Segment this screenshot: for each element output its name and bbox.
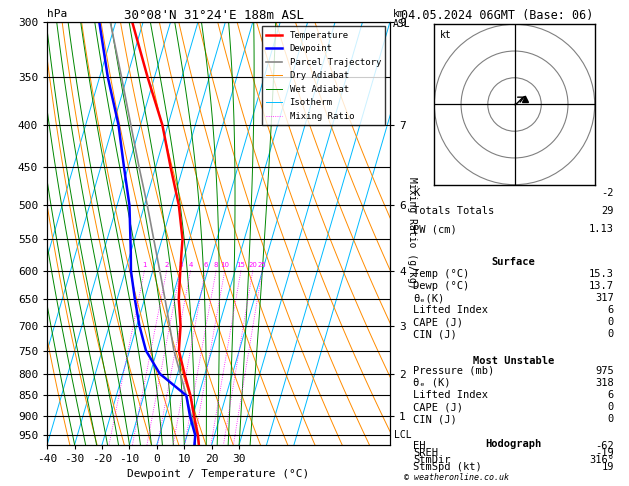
Text: 4: 4 [188, 262, 192, 268]
Text: 13.7: 13.7 [589, 281, 614, 291]
Text: 6: 6 [608, 305, 614, 315]
Text: 316°: 316° [589, 455, 614, 465]
Text: -19: -19 [595, 448, 614, 458]
Text: 6: 6 [608, 390, 614, 400]
Text: 0: 0 [608, 415, 614, 424]
Text: -2: -2 [601, 189, 614, 198]
Text: 8: 8 [214, 262, 218, 268]
Text: 15: 15 [237, 262, 245, 268]
X-axis label: Dewpoint / Temperature (°C): Dewpoint / Temperature (°C) [128, 469, 309, 479]
Text: Surface: Surface [492, 257, 535, 267]
Text: PW (cm): PW (cm) [413, 224, 457, 234]
Text: Hodograph: Hodograph [486, 439, 542, 449]
Text: LCL: LCL [394, 431, 412, 440]
Text: Most Unstable: Most Unstable [473, 356, 554, 365]
Text: 0: 0 [608, 329, 614, 339]
Text: 10: 10 [220, 262, 230, 268]
Text: θₑ(K): θₑ(K) [413, 293, 445, 303]
Text: 0: 0 [608, 317, 614, 327]
Text: 20: 20 [248, 262, 257, 268]
Text: Lifted Index: Lifted Index [413, 305, 488, 315]
Text: K: K [413, 189, 420, 198]
Text: SREH: SREH [413, 448, 438, 458]
Y-axis label: Mixing Ratio (g/kg): Mixing Ratio (g/kg) [407, 177, 417, 289]
Text: 29: 29 [601, 206, 614, 216]
Text: 975: 975 [595, 365, 614, 376]
Text: Pressure (mb): Pressure (mb) [413, 365, 494, 376]
Text: -62: -62 [595, 441, 614, 451]
Text: 6: 6 [203, 262, 208, 268]
Text: Lifted Index: Lifted Index [413, 390, 488, 400]
Text: 317: 317 [595, 293, 614, 303]
Text: CIN (J): CIN (J) [413, 415, 457, 424]
Text: EH: EH [413, 441, 426, 451]
Text: 19: 19 [601, 462, 614, 472]
Text: CAPE (J): CAPE (J) [413, 402, 463, 412]
Text: StmSpd (kt): StmSpd (kt) [413, 462, 482, 472]
Text: © weatheronline.co.uk: © weatheronline.co.uk [404, 473, 509, 482]
Text: CAPE (J): CAPE (J) [413, 317, 463, 327]
Text: 25: 25 [258, 262, 267, 268]
Text: Dewp (°C): Dewp (°C) [413, 281, 469, 291]
Text: 3: 3 [178, 262, 182, 268]
Text: StmDir: StmDir [413, 455, 450, 465]
Text: 15.3: 15.3 [589, 269, 614, 279]
Text: CIN (J): CIN (J) [413, 329, 457, 339]
Text: 1.13: 1.13 [589, 224, 614, 234]
Text: kt: kt [440, 30, 452, 40]
Text: hPa: hPa [47, 9, 67, 19]
Text: 30°08'N 31°24'E 188m ASL: 30°08'N 31°24'E 188m ASL [124, 9, 304, 22]
Text: Temp (°C): Temp (°C) [413, 269, 469, 279]
Text: km
ASL: km ASL [393, 9, 411, 29]
Text: 318: 318 [595, 378, 614, 388]
Text: 0: 0 [608, 402, 614, 412]
Text: Totals Totals: Totals Totals [413, 206, 494, 216]
Legend: Temperature, Dewpoint, Parcel Trajectory, Dry Adiabat, Wet Adiabat, Isotherm, Mi: Temperature, Dewpoint, Parcel Trajectory… [262, 26, 386, 125]
Text: 2: 2 [165, 262, 169, 268]
Text: 04.05.2024 06GMT (Base: 06): 04.05.2024 06GMT (Base: 06) [401, 9, 594, 22]
Text: θₑ (K): θₑ (K) [413, 378, 450, 388]
Text: 1: 1 [142, 262, 147, 268]
